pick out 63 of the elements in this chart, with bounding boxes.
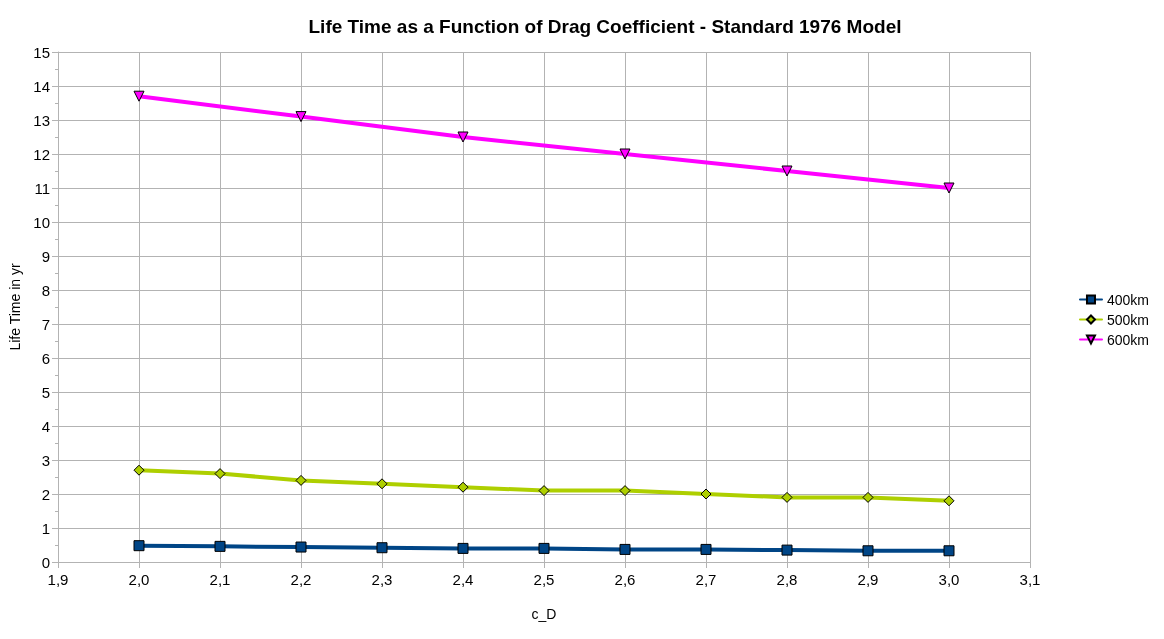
y-tick-label: 6	[41, 349, 50, 367]
y-tick-label: 8	[41, 281, 50, 299]
y-tick-label: 3	[41, 451, 50, 469]
point	[619, 485, 631, 497]
point	[862, 545, 874, 557]
point	[133, 540, 145, 552]
point	[133, 90, 145, 102]
x-tick-label: 2,4	[452, 571, 474, 588]
y-tick-label: 15	[33, 43, 50, 61]
x-tick-label: 3,0	[938, 571, 960, 588]
point	[295, 474, 307, 486]
y-tick-label: 0	[41, 553, 50, 571]
legend-label: 600km	[1106, 331, 1150, 348]
point	[376, 542, 388, 554]
y-tick-label: 9	[41, 247, 50, 265]
y-tick-label: 1	[41, 519, 50, 537]
x-tick-label: 2,3	[371, 571, 393, 588]
x-tick-label: 2,6	[614, 571, 636, 588]
x-tick-label: 2,7	[695, 571, 717, 588]
point	[781, 544, 793, 556]
y-axis-title: Life Time in yr	[7, 263, 23, 351]
y-tick-label: 4	[41, 417, 50, 435]
point	[943, 495, 955, 507]
x-tick-label: 3,1	[1019, 571, 1041, 588]
point	[619, 543, 631, 555]
point	[538, 485, 550, 497]
point	[295, 541, 307, 553]
point	[619, 148, 631, 160]
x-tick-label: 2,0	[128, 571, 150, 588]
y-tick-label: 7	[41, 315, 50, 333]
y-tick-label: 11	[34, 179, 50, 197]
point	[214, 540, 226, 552]
point	[943, 545, 955, 557]
point	[700, 488, 712, 500]
point	[214, 468, 226, 480]
x-tick-label: 2,2	[290, 571, 312, 588]
x-tick-label: 2,9	[857, 571, 879, 588]
legend-label: 400km	[1106, 291, 1150, 308]
x-axis-title: c_D	[531, 606, 557, 622]
point	[781, 165, 793, 177]
point	[457, 542, 469, 554]
point	[133, 464, 145, 476]
x-tick-label: 1,9	[47, 571, 69, 588]
point	[376, 478, 388, 490]
x-tick-label: 2,1	[209, 571, 231, 588]
point	[457, 481, 469, 493]
y-tick-label: 13	[33, 111, 50, 129]
point	[943, 182, 955, 194]
point	[457, 131, 469, 143]
chart-title: Life Time as a Function of Drag Coefficient - Standard 1976 Model	[308, 16, 902, 37]
x-tick-label: 2,8	[776, 571, 798, 588]
y-tick-label: 10	[33, 213, 50, 231]
point	[295, 111, 307, 123]
point	[781, 491, 793, 503]
point	[862, 491, 874, 503]
point	[700, 543, 712, 555]
y-tick-label: 2	[41, 485, 50, 503]
y-tick-label: 14	[33, 77, 50, 95]
y-tick-label: 12	[33, 145, 50, 163]
y-tick-label: 5	[41, 383, 50, 401]
legend-label: 500km	[1106, 311, 1150, 328]
x-tick-label: 2,5	[533, 571, 555, 588]
point	[538, 542, 550, 554]
